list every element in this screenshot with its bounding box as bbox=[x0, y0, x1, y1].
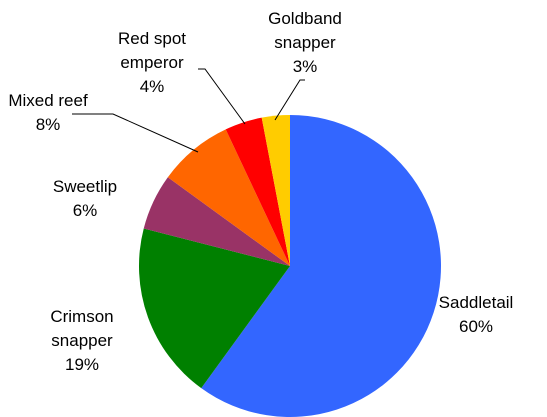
slice-labels: Saddletail 60% Crimson snapper 19% Sweetlip 6%… bbox=[8, 9, 513, 374]
slice-label-saddletail: Saddletail 60% bbox=[439, 293, 514, 336]
pie-slice-saddletail bbox=[201, 115, 441, 417]
slice-label-goldband-snapper: Goldband snapper 3% bbox=[268, 9, 342, 76]
leader-line-red-spot-emperor bbox=[198, 68, 246, 125]
leader-line-mixed-reef bbox=[72, 113, 199, 153]
pie-slices bbox=[138, 114, 441, 417]
pie-slice-mixed-reef bbox=[167, 129, 290, 266]
pie-slice-red-spot-emperor bbox=[225, 117, 290, 266]
pie-slice-sweetlip bbox=[143, 177, 290, 266]
leader-line-goldband-snapper bbox=[274, 79, 305, 121]
slice-label-crimson-snapper: Crimson snapper 19% bbox=[50, 307, 113, 374]
slice-label-sweetlip: Sweetlip 6% bbox=[53, 177, 117, 220]
slice-label-red-spot-emperor: Red spot emperor 4% bbox=[118, 29, 186, 96]
pie-slice-goldband-snapper bbox=[261, 114, 290, 266]
slice-label-mixed-reef: Mixed reef 8% bbox=[8, 91, 88, 134]
leader-lines bbox=[72, 68, 305, 153]
pie-slice-crimson-snapper bbox=[138, 228, 290, 389]
